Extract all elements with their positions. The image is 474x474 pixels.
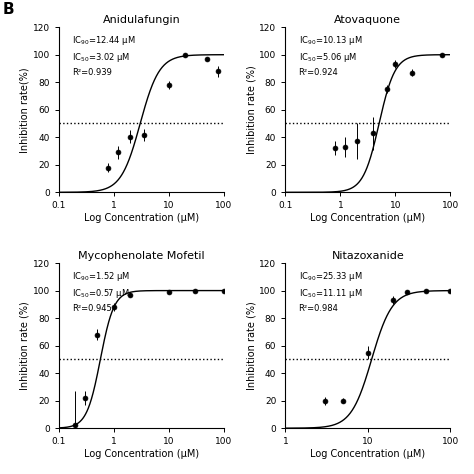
X-axis label: Log Concentration (μM): Log Concentration (μM): [310, 213, 426, 223]
Title: Anidulafungin: Anidulafungin: [102, 15, 180, 25]
Text: IC$_{90}$=1.52 μM
IC$_{50}$=0.57 μM
R²=0.945: IC$_{90}$=1.52 μM IC$_{50}$=0.57 μM R²=0…: [72, 270, 130, 313]
X-axis label: Log Concentration (μM): Log Concentration (μM): [310, 449, 426, 459]
Y-axis label: Inhibition rate (%): Inhibition rate (%): [20, 301, 30, 390]
Y-axis label: Inhibition rate (%): Inhibition rate (%): [246, 65, 256, 154]
Text: IC$_{90}$=10.13 μM
IC$_{50}$=5.06 μM
R²=0.924: IC$_{90}$=10.13 μM IC$_{50}$=5.06 μM R²=…: [299, 34, 362, 77]
Title: Nitazoxanide: Nitazoxanide: [331, 251, 404, 261]
Y-axis label: Inhibition rate(%): Inhibition rate(%): [20, 67, 30, 153]
X-axis label: Log Concentration (μM): Log Concentration (μM): [84, 449, 199, 459]
Y-axis label: Inhibition rate (%): Inhibition rate (%): [246, 301, 256, 390]
X-axis label: Log Concentration (μM): Log Concentration (μM): [84, 213, 199, 223]
Title: Atovaquone: Atovaquone: [334, 15, 401, 25]
Text: IC$_{90}$=25.33 μM
IC$_{50}$=11.11 μM
R²=0.984: IC$_{90}$=25.33 μM IC$_{50}$=11.11 μM R²…: [299, 270, 362, 313]
Text: B: B: [2, 2, 14, 18]
Text: IC$_{90}$=12.44 μM
IC$_{50}$=3.02 μM
R²=0.939: IC$_{90}$=12.44 μM IC$_{50}$=3.02 μM R²=…: [72, 34, 136, 77]
Title: Mycophenolate Mofetil: Mycophenolate Mofetil: [78, 251, 205, 261]
